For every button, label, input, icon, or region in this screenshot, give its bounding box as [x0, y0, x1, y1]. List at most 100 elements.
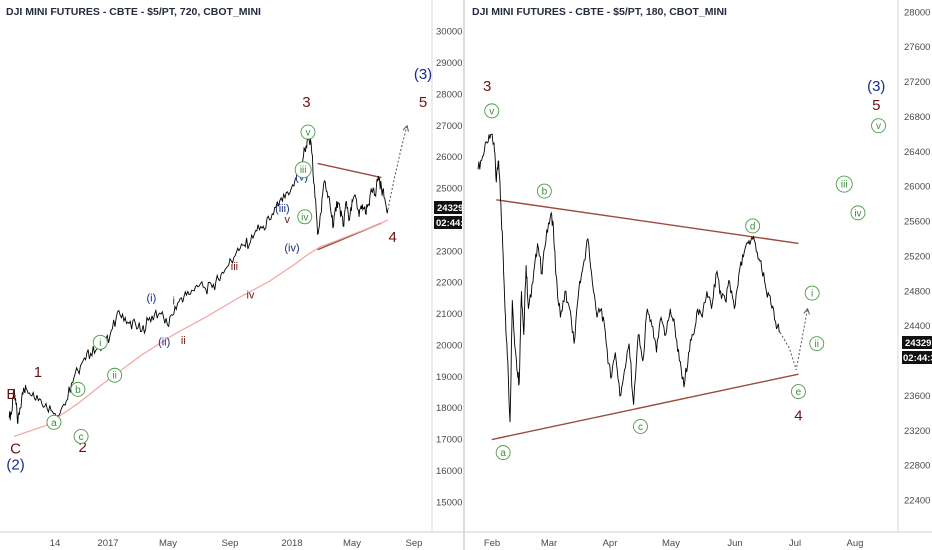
y-tick-label: 16000: [436, 466, 462, 477]
last-price-label-right: 24329: [905, 338, 931, 349]
wave-label: iii: [231, 261, 238, 273]
circled-wave-text: v: [876, 121, 881, 132]
last-price-label-left: 24329: [437, 203, 463, 214]
chart-title-right: DJI MINI FUTURES - CBTE - $5/PT, 180, CB…: [472, 6, 727, 18]
y-tick-label: 25000: [436, 184, 462, 195]
wave-label: (iii): [275, 203, 290, 215]
x-tick-label: Sep: [406, 538, 423, 549]
y-tick-label: 27000: [436, 121, 462, 132]
circled-wave-label: i: [804, 285, 820, 301]
y-tick-label: 23600: [904, 391, 930, 402]
triangle-trendline-1[interactable]: [317, 162, 382, 179]
price-tag-right: 24329 02:44:3: [902, 336, 932, 364]
circled-wave-text: iii: [300, 165, 307, 176]
circled-wave-label: d: [745, 218, 761, 234]
circled-wave-label: v: [300, 124, 316, 140]
wave-label: 5: [419, 94, 427, 111]
y-tick-label: 29000: [436, 58, 462, 69]
circled-wave-text: iv: [854, 208, 861, 219]
x-tick-label: 2017: [97, 538, 118, 549]
wave-label: (3): [414, 66, 432, 83]
projection-arrow-icon: [803, 307, 810, 315]
x-tick-label: 2018: [281, 538, 302, 549]
circled-wave-label: iii: [835, 175, 853, 193]
y-tick-label: 23000: [436, 246, 462, 257]
triangle-trendline-1[interactable]: [496, 199, 799, 245]
wave-label: (i): [147, 293, 157, 305]
y-tick-label: 23200: [904, 426, 930, 437]
wave-label: iv: [246, 289, 254, 301]
circled-wave-label: v: [484, 103, 500, 119]
wave-label: (3): [867, 78, 885, 95]
x-tick-label: 14: [50, 538, 61, 549]
x-tick-label: Apr: [603, 538, 618, 549]
x-tick-label: Mar: [541, 538, 557, 549]
circled-wave-label: iv: [297, 209, 313, 225]
circled-wave-label: b: [70, 381, 86, 397]
x-tick-label: May: [662, 538, 680, 549]
circled-wave-text: e: [796, 387, 802, 398]
wave-label: ii: [181, 335, 186, 347]
y-tick-label: 26400: [904, 147, 930, 158]
circled-wave-label: v: [871, 118, 887, 134]
circled-wave-label: c: [633, 419, 648, 434]
y-tick-label: 24400: [904, 321, 930, 332]
circled-wave-label: c: [73, 428, 89, 444]
circled-wave-label: iii: [294, 161, 312, 179]
wave-label: B: [6, 386, 16, 403]
wave-label: 3: [302, 94, 310, 111]
x-tick-label: Jun: [727, 538, 742, 549]
y-tick-label: 22000: [436, 278, 462, 289]
chart-panel-180[interactable]: DJI MINI FUTURES - CBTE - $5/PT, 180, CB…: [472, 0, 932, 549]
projection-path: [779, 308, 809, 370]
circled-wave-label: a: [495, 445, 511, 461]
circled-wave-text: a: [500, 448, 506, 459]
circled-wave-label: b: [536, 183, 552, 199]
triangle-trendline-2[interactable]: [491, 373, 799, 441]
y-tick-label: 22400: [904, 496, 930, 507]
y-tick-label: 26000: [904, 182, 930, 193]
x-tick-label: May: [343, 538, 361, 549]
chart-panel-720[interactable]: DJI MINI FUTURES - CBTE - $5/PT, 720, CB…: [6, 0, 469, 549]
countdown-label-right: 02:44:3: [903, 353, 932, 364]
wave-label: 4: [388, 229, 396, 246]
circled-wave-label: ii: [809, 336, 825, 352]
wave-label: 5: [872, 97, 880, 114]
wave-label: (iv): [284, 242, 299, 254]
circled-wave-label: iv: [850, 205, 866, 221]
price-series-line[interactable]: [477, 133, 781, 423]
wave-label: (ii): [158, 336, 170, 348]
circled-wave-text: b: [75, 385, 81, 396]
y-tick-label: 24800: [904, 286, 930, 297]
circled-wave-text: c: [638, 422, 643, 433]
circled-wave-label: a: [46, 414, 62, 430]
y-tick-label: 20000: [436, 340, 462, 351]
wave-label: 3: [483, 78, 491, 95]
y-tick-label: 26000: [436, 152, 462, 163]
circled-wave-text: iii: [841, 180, 848, 191]
wave-label: i: [173, 296, 175, 308]
y-tick-label: 30000: [436, 27, 462, 38]
x-tick-label: Aug: [847, 538, 864, 549]
y-tick-label: 18000: [436, 403, 462, 414]
wave-label: 4: [794, 407, 802, 424]
y-tick-label: 15000: [436, 497, 462, 508]
y-tick-label: 28000: [904, 7, 930, 18]
circled-wave-text: c: [79, 432, 84, 443]
projection-path: [387, 125, 408, 210]
circled-wave-text: v: [305, 128, 310, 139]
x-tick-label: Jul: [789, 538, 801, 549]
circled-wave-label: i: [92, 334, 108, 350]
circled-wave-text: v: [489, 106, 494, 117]
circled-wave-text: b: [542, 187, 548, 198]
wave-label: 2: [79, 439, 87, 456]
wave-label: 1: [34, 364, 42, 381]
circled-wave-label: e: [790, 384, 806, 400]
moving-average-line[interactable]: [13, 219, 389, 437]
wave-label: (2): [6, 456, 24, 473]
y-tick-label: 22800: [904, 461, 930, 472]
price-tag-left: 24329 02:44:3: [434, 201, 469, 229]
y-tick-label: 17000: [436, 435, 462, 446]
y-tick-label: 28000: [436, 89, 462, 100]
